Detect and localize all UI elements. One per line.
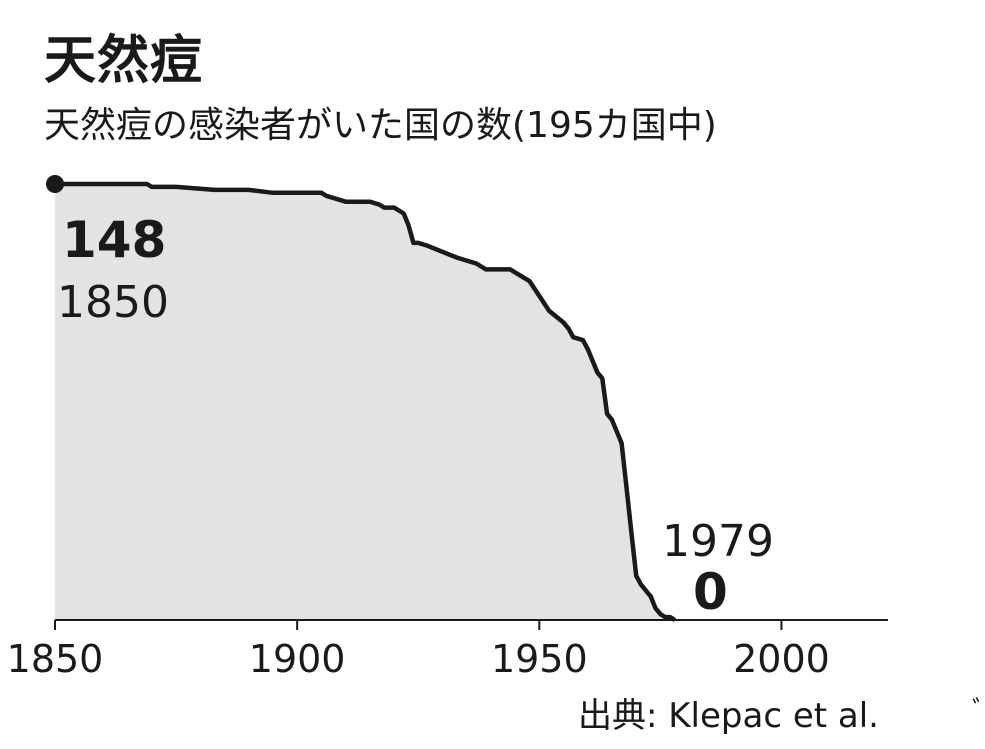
chart-title: 天然痘 <box>44 31 204 91</box>
start-value-label: 148 <box>62 211 166 269</box>
cropped-edge-glyph: ﾞ <box>972 695 985 728</box>
end-value-label: 0 <box>693 563 728 621</box>
area-fill <box>55 184 675 620</box>
x-tick-label: 1950 <box>491 637 588 681</box>
source-note: 出典: Klepac et al. <box>578 696 879 736</box>
end-year-label: 1979 <box>662 516 774 567</box>
series-line <box>55 181 677 622</box>
x-tick-label: 1900 <box>249 637 346 681</box>
chart-subtitle: 天然痘の感染者がいた国の数(195カ国中) <box>44 105 717 146</box>
start-year-label: 1850 <box>57 277 169 328</box>
x-tick-label: 2000 <box>733 637 830 681</box>
start-point-marker <box>46 175 64 193</box>
x-tick-label: 1850 <box>7 637 104 681</box>
